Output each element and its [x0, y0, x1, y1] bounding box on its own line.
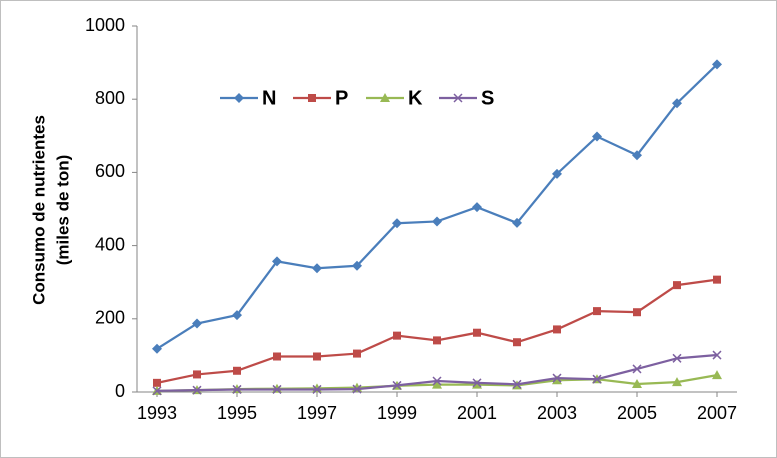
y-tick-label: 800: [95, 88, 125, 108]
y-tick-label: 1000: [85, 15, 125, 35]
data-point: [393, 331, 401, 340]
data-point: [712, 350, 722, 360]
data-point: [272, 384, 282, 394]
legend-label: K: [408, 87, 423, 109]
y-axis-label: Consumo de nutrientes: [29, 115, 48, 305]
data-point: [432, 216, 442, 227]
data-point: [312, 384, 322, 394]
y-tick-label: 600: [95, 161, 125, 181]
data-point: [152, 386, 162, 396]
data-point: [232, 310, 242, 321]
data-point: [352, 260, 362, 271]
data-point: [632, 364, 642, 374]
data-point: [392, 218, 402, 229]
data-point: [312, 263, 322, 274]
data-point: [553, 325, 561, 334]
data-point: [472, 379, 482, 389]
data-point: [672, 353, 682, 363]
data-point: [712, 370, 722, 380]
data-point: [192, 318, 202, 329]
data-point: [552, 375, 562, 385]
data-point: [353, 349, 361, 358]
y-tick-label: 200: [95, 308, 125, 328]
data-point: [672, 377, 682, 387]
data-point: [272, 256, 282, 267]
legend-marker: [234, 93, 244, 103]
x-tick-label: 2005: [617, 403, 657, 423]
y-tick-label: 400: [95, 234, 125, 254]
x-tick-label: 2001: [457, 403, 497, 423]
legend-marker: [380, 93, 390, 102]
data-point: [273, 352, 281, 361]
data-point: [633, 308, 641, 317]
data-point: [672, 98, 682, 109]
data-point: [512, 217, 522, 228]
data-point: [432, 379, 442, 389]
legend-label: N: [262, 87, 276, 109]
x-tick-label: 1999: [377, 403, 417, 423]
x-tick-label: 1997: [297, 403, 337, 423]
y-axis-label: (miles de ton): [53, 155, 72, 266]
legend-label: P: [335, 87, 348, 109]
data-point: [713, 275, 721, 284]
data-point: [473, 328, 481, 337]
data-point: [313, 352, 321, 361]
data-point: [552, 168, 562, 179]
data-point: [433, 336, 441, 345]
x-tick-label: 2003: [537, 403, 577, 423]
data-point: [233, 366, 241, 375]
data-point: [712, 59, 722, 70]
data-point: [392, 380, 402, 390]
data-point: [632, 378, 642, 388]
data-point: [673, 281, 681, 290]
data-point: [592, 374, 602, 384]
data-point: [192, 385, 202, 395]
legend-marker: [453, 93, 463, 103]
data-point: [352, 384, 362, 394]
legend-label: S: [481, 87, 494, 109]
data-point: [152, 343, 162, 354]
data-point: [472, 202, 482, 213]
legend-marker: [308, 94, 316, 102]
data-point: [193, 370, 201, 379]
data-point: [593, 307, 601, 316]
x-tick-label: 2007: [697, 403, 737, 423]
data-point: [512, 379, 522, 389]
data-point: [472, 378, 482, 388]
data-point: [513, 338, 521, 347]
data-point: [153, 378, 161, 387]
x-tick-label: 1993: [137, 403, 177, 423]
data-point: [432, 376, 442, 386]
data-point: [232, 384, 242, 394]
x-tick-label: 1995: [217, 403, 257, 423]
y-tick-label: 0: [115, 381, 125, 401]
data-point: [632, 150, 642, 161]
data-point: [552, 373, 562, 383]
data-point: [592, 131, 602, 142]
